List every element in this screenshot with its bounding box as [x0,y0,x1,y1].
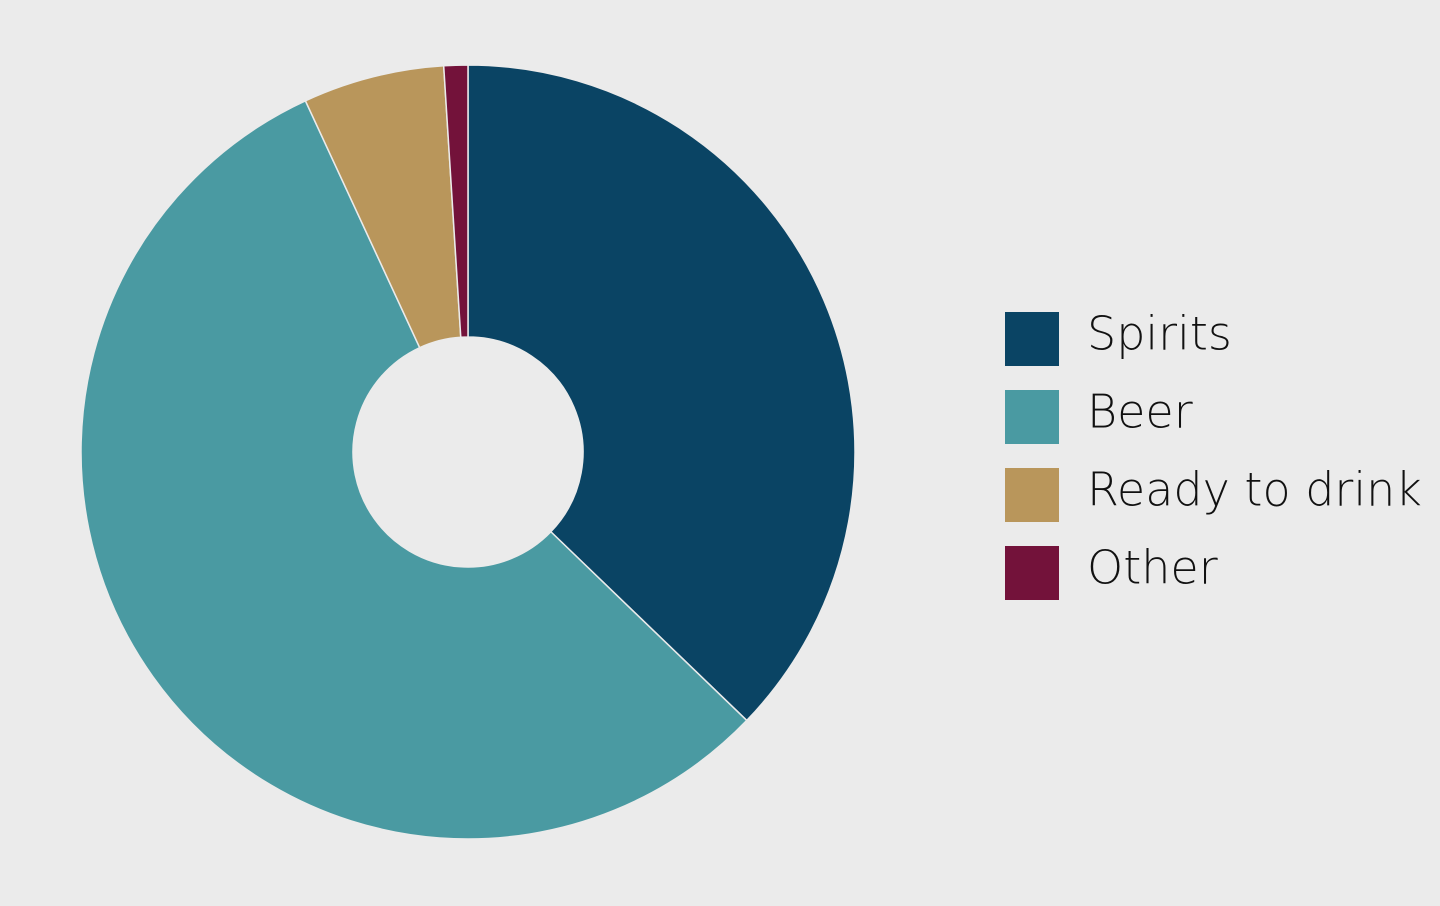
donut-slice [80,99,748,840]
legend-label: Other [1087,541,1218,595]
legend-swatch [1005,312,1059,366]
legend-swatch [1005,468,1059,522]
legend-label: Beer [1087,385,1193,439]
legend-label: Ready to drink [1087,463,1422,517]
donut-slice [442,64,469,339]
legend-label: Spirits [1087,307,1232,361]
donut-slice [467,64,856,722]
legend-swatch [1005,390,1059,444]
legend-swatch [1005,546,1059,600]
